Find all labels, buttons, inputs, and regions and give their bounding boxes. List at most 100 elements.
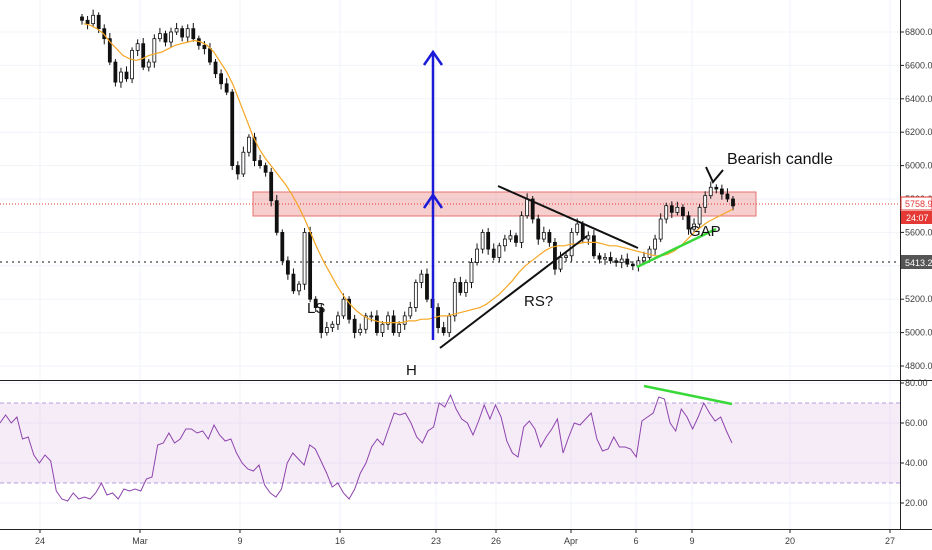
candle <box>397 321 402 337</box>
candle <box>107 33 112 66</box>
candle <box>330 321 335 332</box>
price-tick-label: 5600.0 <box>905 227 932 237</box>
time-tick-label: 20 <box>785 536 795 546</box>
candle <box>625 253 630 268</box>
candle <box>653 234 658 255</box>
candle <box>374 310 379 336</box>
candle <box>541 226 546 243</box>
price-tick-label: 6000.0 <box>905 161 932 171</box>
candle <box>408 301 413 319</box>
rising-trendline <box>439 235 588 349</box>
rsi-tick-label: 20.00 <box>905 498 928 508</box>
candle <box>452 278 457 322</box>
candle <box>313 296 318 312</box>
time-tick-label: Mar <box>132 536 148 546</box>
candle <box>157 27 162 42</box>
candle <box>352 314 357 339</box>
candle <box>124 66 129 82</box>
time-tick-label: Apr <box>564 536 578 546</box>
candle <box>719 184 724 200</box>
time-tick-label: 16 <box>335 536 345 546</box>
candle <box>597 252 602 264</box>
candle <box>113 59 118 87</box>
countdown-tag: 24:07 <box>901 211 932 224</box>
candle <box>642 251 646 264</box>
candle <box>163 30 168 47</box>
price-tick-label: 6600.0 <box>905 60 932 70</box>
price-candles <box>80 9 735 339</box>
candle <box>141 38 146 71</box>
candle <box>152 34 157 68</box>
annotation-h: H <box>406 362 417 379</box>
candle <box>91 9 96 27</box>
candle <box>319 303 324 339</box>
candle <box>536 214 541 245</box>
annotation-gap: GAP <box>689 223 721 240</box>
time-tick-label: 9 <box>237 536 242 546</box>
price-tick-label: 5000.0 <box>905 328 932 338</box>
annotation-bearish-candle: Bearish candle <box>727 151 833 168</box>
candle <box>413 279 418 312</box>
rsi-gridlines <box>0 382 900 504</box>
candle <box>458 276 463 296</box>
candle <box>258 154 262 169</box>
candle <box>491 243 496 261</box>
level-price-label: 5413.2 <box>905 258 932 268</box>
time-tick-label: 6 <box>633 536 638 546</box>
candle <box>425 268 429 303</box>
candle <box>591 230 596 259</box>
candle <box>686 211 691 235</box>
candle <box>630 261 635 271</box>
candle <box>146 59 151 72</box>
rsi-tick-label: 80.00 <box>905 378 928 388</box>
candle <box>603 253 607 265</box>
candle <box>547 229 552 247</box>
candle <box>486 228 491 255</box>
falling-trendline <box>497 185 639 249</box>
candle <box>386 311 390 330</box>
rsi-tick-label: 60.00 <box>905 418 928 428</box>
candle <box>224 78 229 96</box>
candle <box>619 254 624 269</box>
rsi-tick-label: 40.00 <box>905 458 928 468</box>
candle <box>608 251 613 264</box>
candle <box>464 279 468 297</box>
candle <box>347 296 351 324</box>
candle <box>514 232 518 247</box>
candle <box>285 256 290 280</box>
candle <box>497 242 502 262</box>
annotation-rs: RS? <box>524 293 553 310</box>
candle <box>269 167 274 207</box>
annotation-ls: LS <box>307 300 325 317</box>
candle <box>263 162 268 177</box>
candle <box>703 191 708 214</box>
candle <box>230 89 235 170</box>
vertical-gridlines <box>39 0 891 529</box>
rsi-axis: 20.00 40.00 60.00 80.00 <box>900 378 928 508</box>
target-arrow <box>422 49 444 340</box>
last-price-label: 5758.9 <box>905 199 932 209</box>
countdown-label: 24:07 <box>906 213 929 223</box>
candle <box>336 311 340 330</box>
candle <box>358 323 363 336</box>
candle <box>681 204 685 221</box>
time-tick-label: 23 <box>431 536 441 546</box>
candle <box>324 321 329 336</box>
candle <box>174 22 179 36</box>
time-axis: 24 Mar 9 16 23 26 Apr 6 9 20 27 <box>35 529 895 546</box>
candle <box>419 269 424 289</box>
rsi-line <box>0 393 733 502</box>
candle <box>475 243 479 266</box>
candle <box>714 184 719 194</box>
candle <box>697 204 702 229</box>
candle <box>219 69 224 90</box>
candle <box>469 258 474 289</box>
candle <box>308 226 313 303</box>
candle <box>302 228 307 290</box>
candle <box>708 181 713 199</box>
last-price-tag: 5758.9 <box>900 196 932 211</box>
time-tick-label: 24 <box>35 536 45 546</box>
candle <box>280 229 285 266</box>
candle <box>669 201 674 219</box>
candle <box>341 293 346 319</box>
